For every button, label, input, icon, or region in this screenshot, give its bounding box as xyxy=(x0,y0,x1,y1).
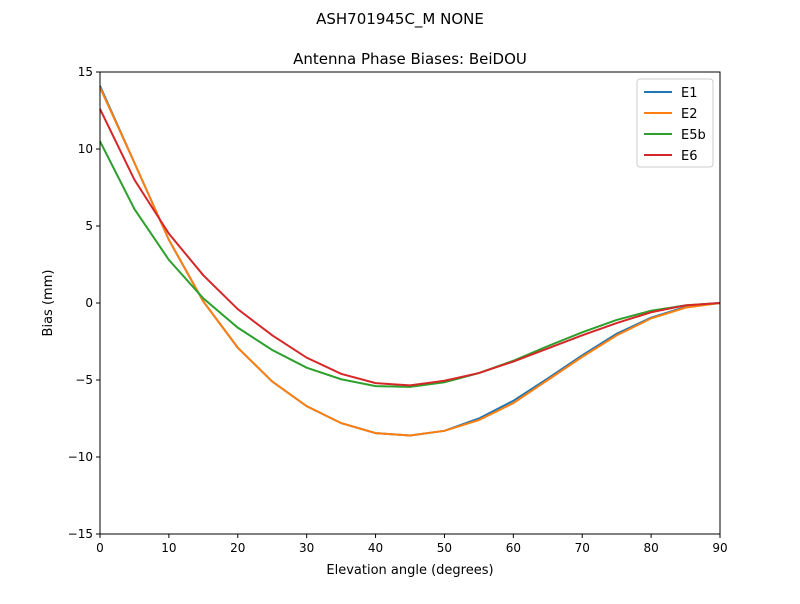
x-tick-label: 0 xyxy=(96,541,104,555)
x-tick-label: 50 xyxy=(437,541,452,555)
legend-label: E5b xyxy=(681,128,706,143)
y-tick-label: −10 xyxy=(68,450,93,464)
x-tick-label: 20 xyxy=(230,541,245,555)
y-tick-label: −15 xyxy=(68,527,93,541)
y-axis-label: Bias (mm) xyxy=(41,270,56,337)
y-tick-label: −5 xyxy=(75,373,93,387)
figure-suptitle: ASH701945C_M NONE xyxy=(316,10,484,29)
y-tick-label: 5 xyxy=(85,219,93,233)
y-tick-label: 10 xyxy=(78,142,93,156)
plot-frame xyxy=(99,71,721,535)
legend: E1 E2 E5b E6 xyxy=(636,78,714,168)
x-tick-label: 80 xyxy=(643,541,658,555)
x-tick-label: 70 xyxy=(575,541,590,555)
x-tick-label: 40 xyxy=(368,541,383,555)
x-axis-label: Elevation angle (degrees) xyxy=(326,563,493,578)
legend-label: E6 xyxy=(681,149,698,164)
x-tick-label: 30 xyxy=(299,541,314,555)
y-tick-label: 0 xyxy=(85,296,93,310)
chart-title: Antenna Phase Biases: BeiDOU xyxy=(293,50,527,68)
legend-label: E1 xyxy=(681,86,698,101)
y-tick-label: 15 xyxy=(78,65,93,79)
series-line-e1 xyxy=(99,85,721,437)
series-line-e6 xyxy=(99,108,721,387)
x-tick-label: 60 xyxy=(506,541,521,555)
legend-box xyxy=(636,78,714,168)
x-tick-label: 90 xyxy=(712,541,727,555)
x-tick-label: 10 xyxy=(161,541,176,555)
legend-label: E2 xyxy=(681,107,698,122)
series-line-e2 xyxy=(99,86,721,437)
series-line-e5b xyxy=(99,140,721,388)
